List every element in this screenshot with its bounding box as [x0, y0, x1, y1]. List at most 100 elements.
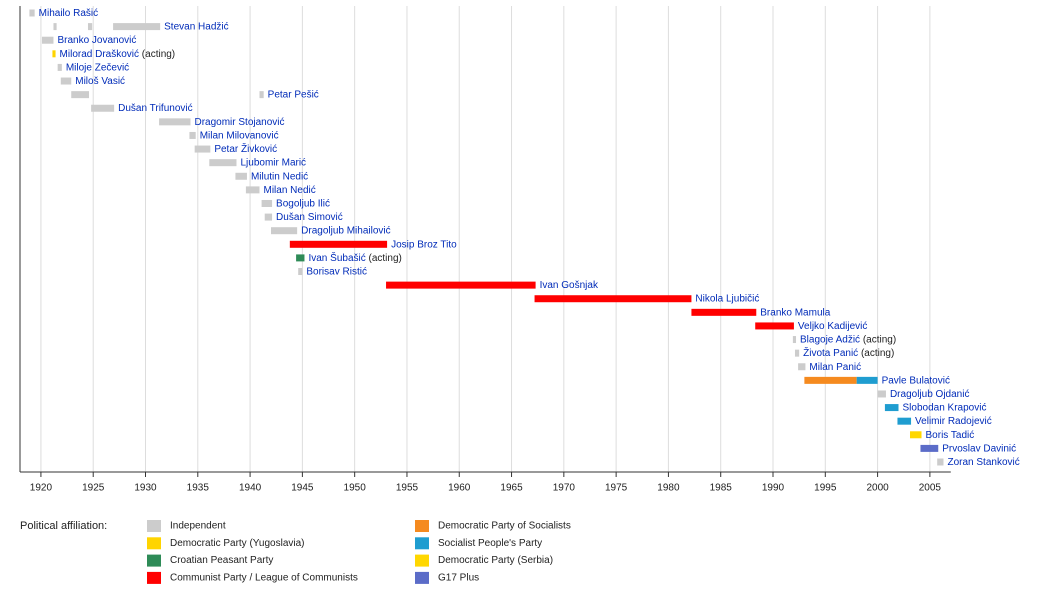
term-bar [259, 91, 264, 99]
row-label: Zoran Stanković [947, 457, 1019, 468]
term-bar [798, 363, 806, 371]
x-tick-label: 1990 [762, 483, 785, 494]
officeholder-name: Milan Nedić [263, 185, 315, 196]
legend-swatch [147, 520, 161, 532]
row-label: Života Panić (acting) [803, 346, 894, 359]
legend-label: Communist Party / League of Communists [170, 573, 358, 584]
legend-swatch [415, 554, 429, 567]
row-label: Dragoljub Mihailović [301, 225, 390, 236]
row-label: Milutin Nedić [251, 171, 308, 182]
officeholder-name: Milutin Nedić [251, 171, 308, 182]
term-bar [53, 23, 57, 31]
term-bar [755, 322, 794, 330]
term-bar [794, 349, 800, 357]
x-tick-label: 1950 [344, 483, 367, 494]
term-bar [298, 268, 303, 276]
row-label: Ivan Šubašić (acting) [308, 251, 401, 264]
row-label: Branko Mamula [760, 307, 830, 318]
term-bar [271, 227, 298, 235]
legend-label: Democratic Party of Socialists [438, 521, 571, 532]
x-tick-label: 1995 [814, 483, 837, 494]
term-bar [910, 431, 922, 439]
officeholder-name: Dragomir Stojanović [194, 116, 284, 127]
term-bar [52, 50, 56, 58]
row-label: Milan Nedić [263, 185, 315, 196]
legend-swatch [147, 571, 161, 584]
x-tick-label: 1925 [82, 483, 105, 494]
row-label: Branko Jovanović [57, 35, 136, 46]
term-bar [245, 186, 260, 194]
row-label: Bogoljub Ilić [276, 198, 330, 209]
row-label: Petar Pešić [268, 89, 319, 100]
term-bar [792, 336, 797, 344]
legend-title: Political affiliation: [20, 520, 107, 532]
row-label: Milorad Drašković (acting) [60, 48, 176, 59]
row-label: Slobodan Krapović [903, 402, 987, 413]
legend-swatch [415, 537, 429, 550]
officeholder-name: Josip Broz Tito [391, 239, 457, 250]
term-bar [897, 417, 912, 425]
officeholder-name: Prvoslav Davinić [942, 443, 1016, 454]
row-label: Dušan Simović [276, 212, 343, 223]
row-label: Pavle Bulatović [882, 375, 950, 386]
officeholder-name: Života Panić [803, 346, 858, 359]
officeholder-name: Pavle Bulatović [882, 375, 950, 386]
x-tick-label: 1960 [448, 483, 471, 494]
term-bar [296, 254, 305, 262]
row-label: Josip Broz Tito [391, 239, 457, 250]
officeholder-name: Milan Milovanović [200, 130, 279, 141]
legend-swatch [415, 520, 429, 532]
row-label: Ljubomir Marić [240, 157, 306, 168]
officeholder-name: Milan Panić [809, 361, 861, 372]
officeholder-name: Dušan Simović [276, 212, 343, 223]
row-label: Stevan Hadžić [164, 21, 228, 32]
term-bar [209, 159, 237, 167]
term-bar [289, 240, 388, 248]
officeholder-name: Branko Mamula [760, 307, 830, 318]
legend-swatch [415, 571, 429, 584]
term-bar [189, 131, 196, 139]
officeholder-name: Borisav Ristić [306, 266, 367, 277]
officeholder-note: (acting) [142, 48, 175, 59]
term-bar [877, 390, 886, 398]
officeholder-name: Miloje Zečević [66, 62, 129, 73]
term-bar [91, 104, 115, 112]
x-tick-label: 1985 [710, 483, 733, 494]
x-tick-label: 2000 [866, 483, 889, 494]
officeholder-name: Milorad Drašković [60, 48, 139, 59]
term-bar [194, 145, 211, 153]
row-label: Veljko Kadijević [798, 321, 867, 332]
x-tick-label: 1930 [134, 483, 157, 494]
legend-label: Democratic Party (Serbia) [438, 555, 553, 566]
officeholder-name: Boris Tadić [926, 429, 975, 440]
row-label: Borisav Ristić [306, 266, 367, 277]
officeholder-name: Velimir Radojević [915, 416, 992, 427]
officeholder-name: Blagoje Adžić [800, 334, 860, 345]
x-tick-label: 1970 [553, 483, 576, 494]
row-label: Velimir Radojević [915, 416, 992, 427]
term-bar [235, 172, 247, 180]
row-label: Miloš Vasić [75, 76, 125, 87]
term-bar [264, 213, 273, 221]
legend-swatch [147, 537, 161, 550]
term-bar [856, 376, 878, 384]
term-bar [113, 23, 161, 31]
officeholder-name: Dragoljub Ojdanić [890, 389, 970, 400]
x-tick-label: 1920 [30, 483, 53, 494]
term-bar [261, 199, 273, 207]
row-label: Dušan Trifunović [118, 103, 192, 114]
term-bar [937, 458, 944, 466]
x-tick-label: 1965 [500, 483, 523, 494]
term-bar [804, 376, 857, 384]
term-bar [534, 295, 692, 303]
officeholder-name: Petar Pešić [268, 89, 319, 100]
term-bar [60, 77, 72, 85]
term-bar [41, 36, 54, 44]
x-tick-label: 1955 [396, 483, 419, 494]
x-tick-label: 1980 [657, 483, 680, 494]
officeholder-name: Mihailo Rašić [39, 8, 98, 19]
officeholder-name: Petar Živković [214, 142, 277, 155]
row-label: Blagoje Adžić (acting) [800, 334, 896, 345]
term-bar [386, 281, 536, 289]
